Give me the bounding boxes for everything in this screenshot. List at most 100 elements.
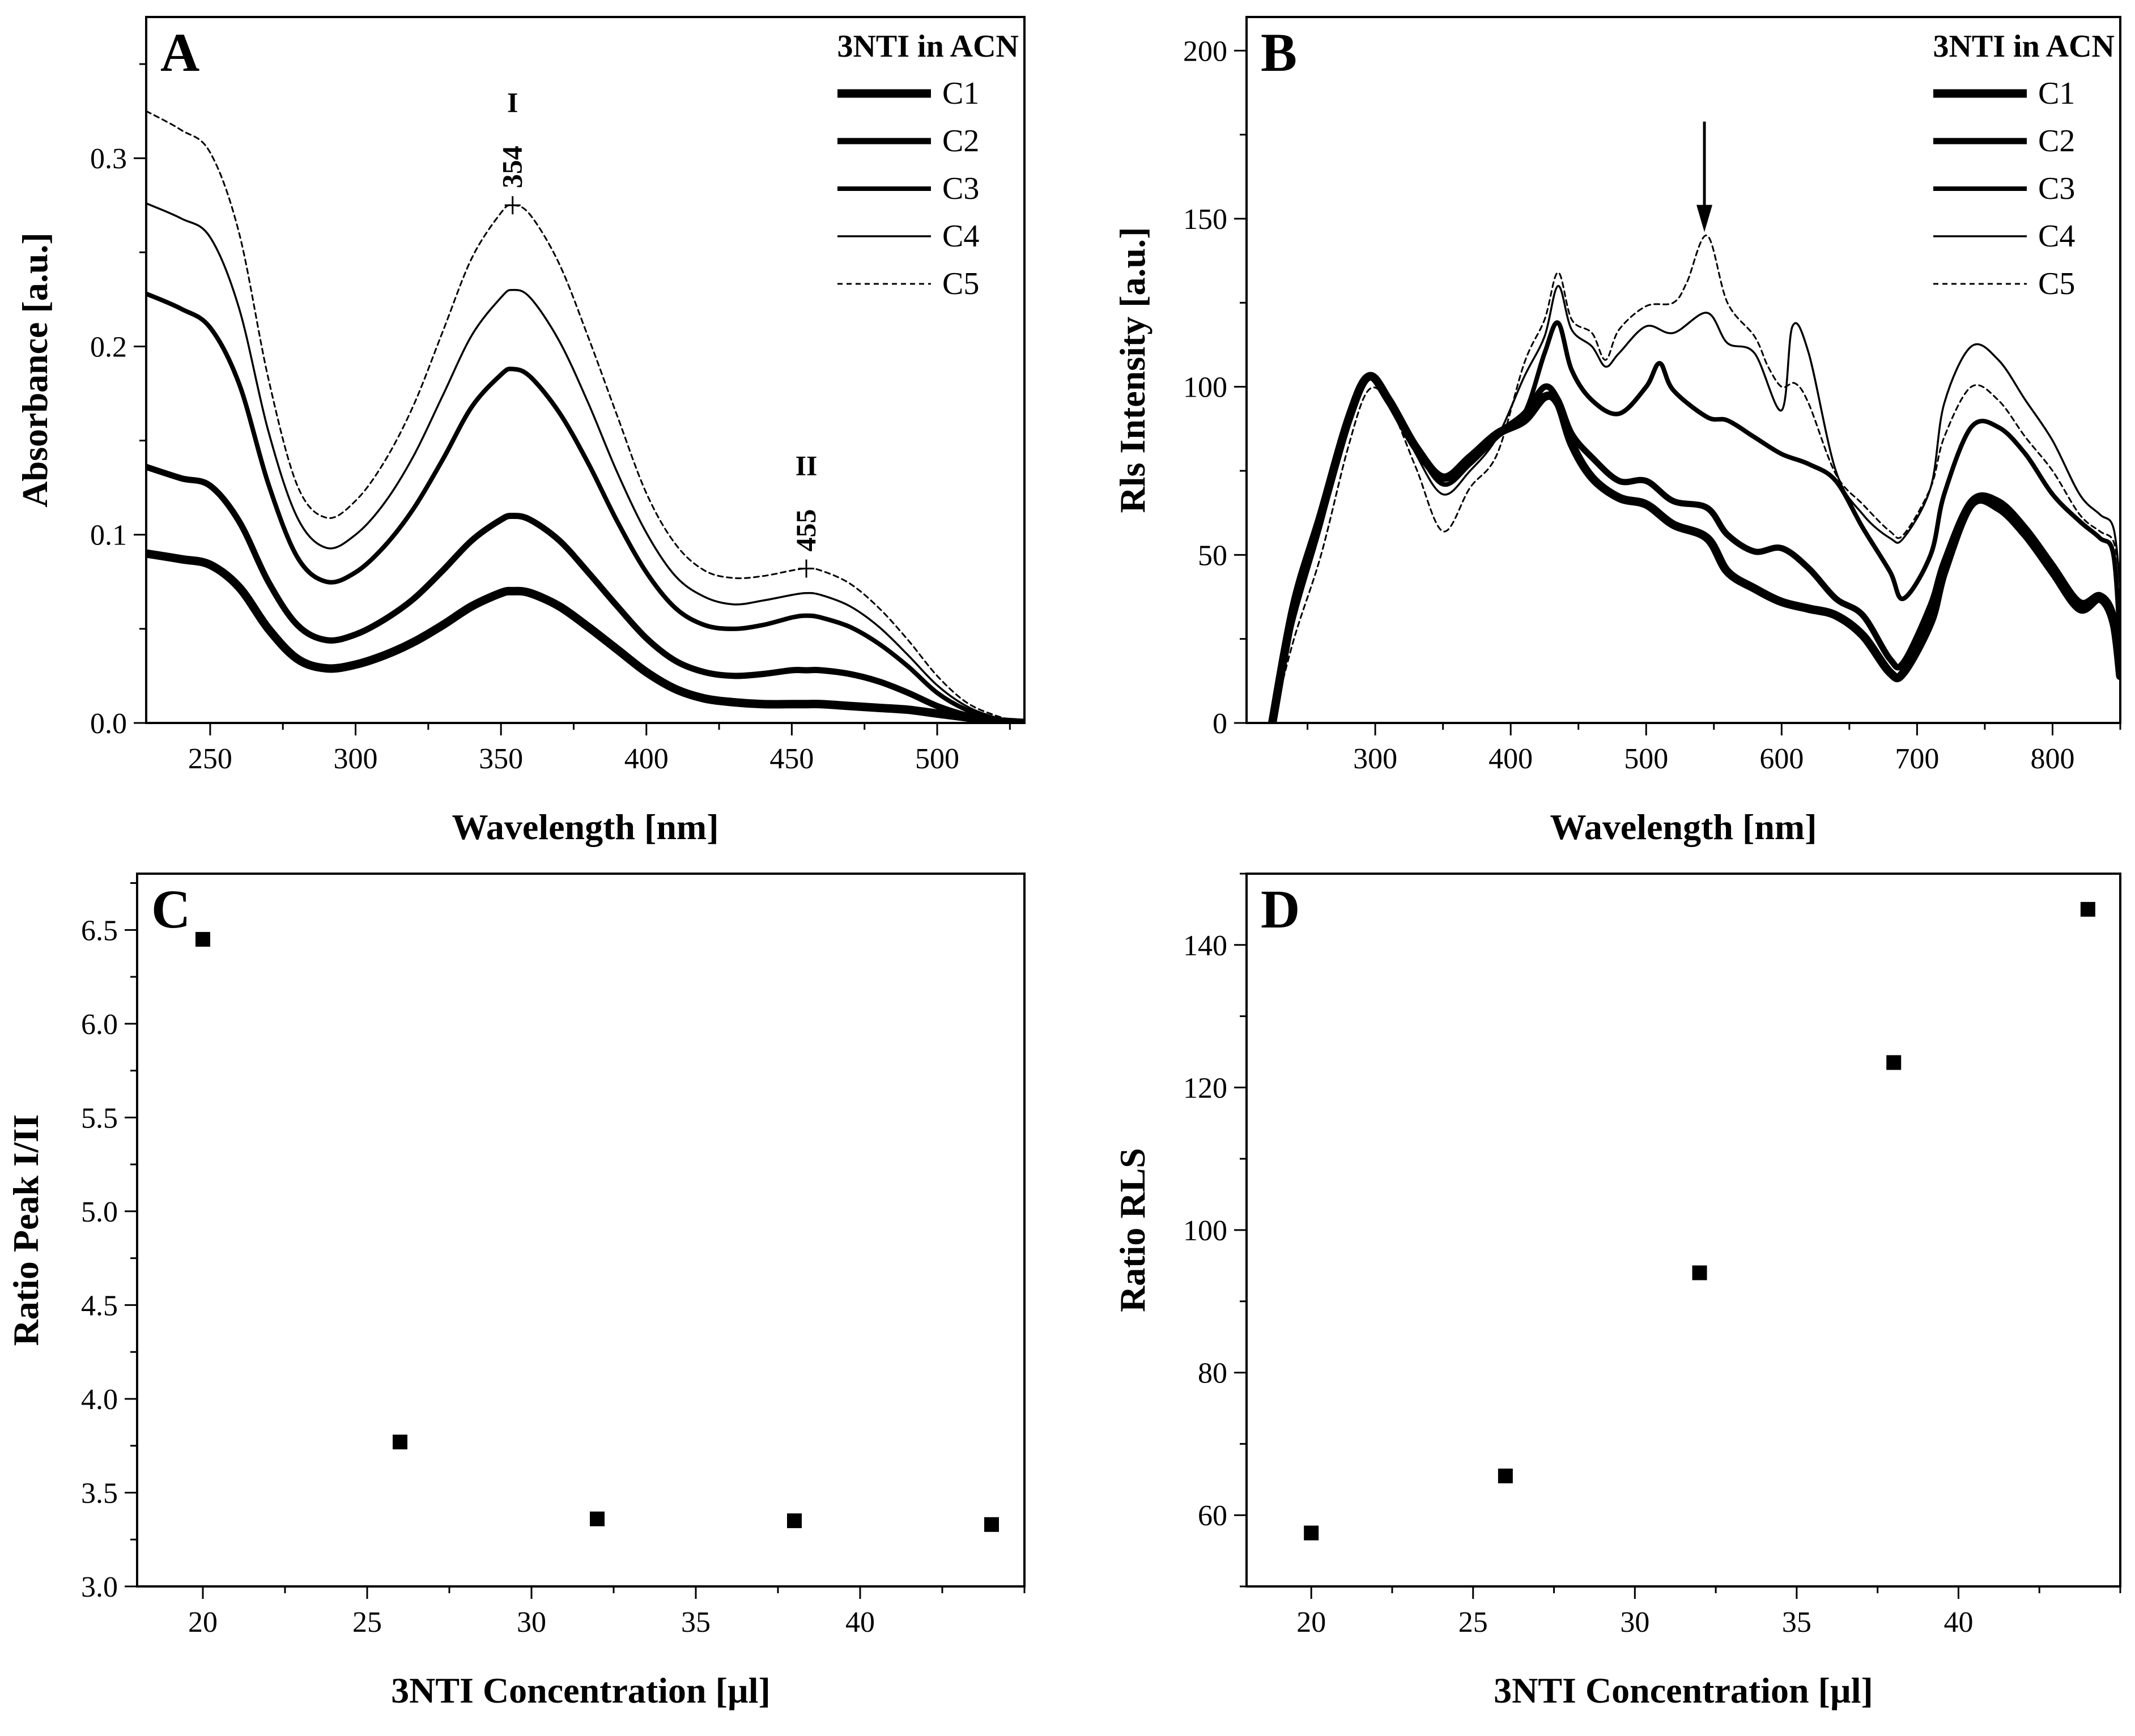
panel-a: 250 300 350 400 450 500 0.0 0.1 0.2 0.3 Wavelength… [15,16,1026,847]
y-tick-label: 60 [1198,1500,1227,1532]
legend-label-c3: C3 [2038,171,2075,206]
x-tick-label: 20 [1296,1606,1326,1639]
legend-label-c2: C2 [2038,124,2075,159]
x-tick-label: 250 [188,743,232,775]
y-tick-label: 4.0 [81,1384,118,1416]
series-line-c3 [146,291,1024,723]
x-tick-label: 450 [769,743,814,775]
y-tick-label: 100 [1183,372,1227,404]
x-tick-label: 600 [1759,743,1804,775]
plot-frame [1245,16,2121,724]
y-tick-label: 3.0 [81,1571,118,1603]
peak-roman-label: I [507,86,518,118]
x-axis-title: 3NTI Concentration [µl] [391,1670,771,1711]
x-tick-label: 40 [1943,1606,1973,1639]
x-tick-label: 20 [188,1606,218,1639]
y-axis-title: Rls Intensity [a.u.] [1112,227,1152,513]
panel-b: 300 400 500 600 700 800 0 50 100 150 200 Wavelength… [1112,16,2121,847]
series-line-c2 [146,463,1024,723]
scatter-point [590,1511,605,1526]
scatter-point [1304,1525,1319,1541]
x-tick-label: 300 [1353,743,1397,775]
x-tick-label: 800 [2030,743,2074,775]
y-tick-label: 140 [1183,930,1227,962]
y-tick-label: 6.5 [81,914,118,947]
y-tick-label: 6.0 [81,1009,118,1041]
x-tick-label: 30 [517,1606,546,1639]
y-tick-label: 5.5 [81,1102,118,1134]
legend-label-c3: C3 [942,171,979,206]
panel-letter: B [1261,22,1297,83]
y-tick-label: 0.3 [90,143,127,175]
legend-label-c2: C2 [942,124,979,159]
peak-roman-label: II [796,450,818,482]
y-axis-title: Ratio RLS [1112,1148,1152,1312]
peak-wavelength-label: 455 [790,509,822,552]
series-line-c4 [1271,284,2120,723]
y-tick-label: 120 [1183,1072,1227,1104]
legend-label-c4: C4 [2038,219,2075,254]
x-tick-label: 40 [845,1606,875,1639]
y-tick-label: 5.0 [81,1196,118,1228]
y-tick-label: 150 [1183,203,1227,236]
y-tick-label: 200 [1183,35,1227,67]
x-tick-label: 400 [1488,743,1533,775]
scatter-point [195,931,210,947]
y-tick-label: 0.1 [90,520,127,552]
x-tick-label: 25 [352,1606,382,1639]
legend-label-c5: C5 [2038,266,2075,301]
series-line-c1 [146,549,1024,723]
scatter-point [984,1517,999,1532]
y-tick-label: 0.2 [90,331,127,363]
data-layer [1304,901,2095,1541]
panel-letter: C [151,879,190,939]
x-axis-title: Wavelength [nm] [452,807,718,847]
panel-letter: D [1261,879,1300,939]
x-tick-label: 350 [479,743,523,775]
scatter-point [1692,1265,1707,1280]
data-layer [195,931,999,1532]
legend-label-c5: C5 [942,266,979,301]
y-tick-label: 4.5 [81,1290,118,1322]
panel-d: 20 25 30 35 40 60 80 100 120 140 3NTI Concentratio… [1112,873,2121,1711]
scatter-point [393,1435,407,1450]
legend-title: 3NTI in ACN [1933,29,2115,64]
legend-label-c1: C1 [2038,76,2075,111]
x-axis-title: 3NTI Concentration [µl] [1494,1670,1873,1711]
x-tick-label: 30 [1620,1606,1649,1639]
x-tick-label: 35 [1782,1606,1811,1639]
panel-letter: A [160,22,199,83]
data-layer [1268,235,2120,723]
y-tick-label: 0.0 [90,708,127,740]
x-tick-label: 500 [915,743,959,775]
x-axis-title: Wavelength [nm] [1550,807,1817,847]
x-tick-label: 500 [1624,743,1668,775]
y-tick-label: 80 [1198,1358,1227,1390]
series-line-c4 [146,202,1024,723]
legend-label-c4: C4 [942,219,979,254]
y-tick-label: 100 [1183,1215,1227,1247]
arrow-head [1696,205,1713,232]
panel-c: 20 25 30 35 40 3.0 3.5 4.0 4.5 5.0 5.5 6.0 6.5 3NTI C… [6,873,1026,1711]
x-tick-label: 25 [1458,1606,1488,1639]
plot-frame [136,873,1026,1588]
data-layer [146,110,1024,723]
scatter-point [1498,1469,1513,1484]
y-tick-label: 50 [1198,539,1227,572]
x-tick-label: 300 [334,743,378,775]
series-line-c5 [146,110,1024,723]
y-axis-title: Absorbance [a.u.] [15,232,55,507]
x-tick-label: 700 [1895,743,1939,775]
plot-frame [1245,873,2121,1588]
peak-wavelength-label: 354 [496,146,528,188]
scatter-point [787,1513,802,1529]
scatter-point [2080,901,2095,917]
y-axis-title: Ratio Peak I/II [6,1114,46,1346]
x-tick-label: 35 [681,1606,711,1639]
y-tick-label: 0 [1213,708,1227,740]
series-line-c3 [1270,320,2120,723]
legend-label-c1: C1 [942,76,979,111]
series-line-c5 [1271,235,2120,723]
scatter-point [1886,1055,1902,1070]
